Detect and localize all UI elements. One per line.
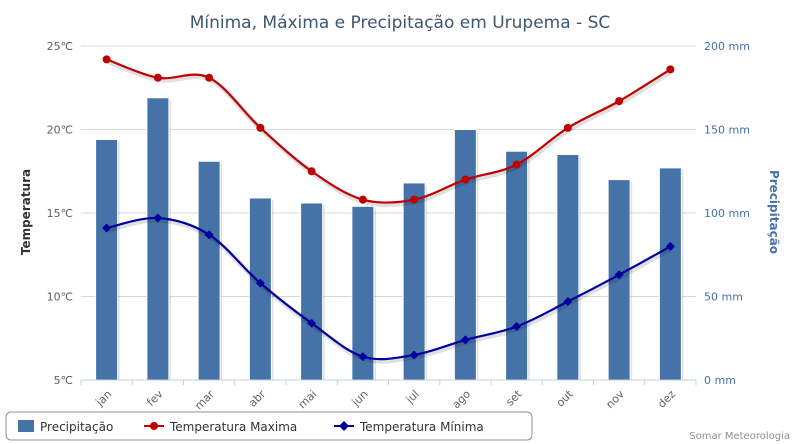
max-temp-point	[615, 97, 624, 106]
y-left-tick-label: 10℃	[47, 291, 73, 304]
y-left-axis-title: Temperatura	[19, 169, 33, 255]
x-tick-label: jun	[349, 388, 371, 410]
legend-item-max-temp[interactable]: Temperatura Maxima	[144, 420, 297, 434]
legend-box	[5, 411, 533, 441]
max-temp-point	[205, 73, 214, 82]
max-temp-point	[256, 123, 265, 132]
min-temp-point	[255, 278, 265, 288]
y-left-tick-label: 20℃	[47, 124, 73, 137]
min-temp-point	[460, 335, 470, 345]
legend-precipitation-label: Precipitação	[40, 420, 113, 434]
y-right-tick-label: 0 mm	[704, 374, 736, 387]
max-temp-point	[512, 160, 521, 169]
y-left-tick-label: 5℃	[54, 374, 73, 387]
y-left-tick-label: 25℃	[47, 40, 73, 53]
min-temp-point	[307, 318, 317, 328]
max-temp-line	[106, 58, 671, 204]
y-right-tick-label: 100 mm	[704, 207, 750, 220]
x-tick-label: abr	[246, 387, 268, 409]
x-tick-label: fev	[144, 387, 166, 409]
legend-min-temp-label: Temperatura Mínima	[359, 420, 484, 434]
x-tick-label: mar	[192, 387, 217, 412]
y-left-tick-label: 15℃	[47, 207, 73, 220]
legend-precipitation-swatch	[18, 420, 34, 432]
x-tick-label: out	[554, 387, 576, 409]
min-temp-point	[665, 241, 675, 251]
x-tick-label: jan	[93, 388, 115, 410]
max-temp-point	[102, 55, 111, 64]
precipitation-bar	[402, 182, 426, 381]
max-temp-point	[358, 195, 367, 204]
precipitation-bar	[95, 139, 119, 381]
max-temp-point	[410, 195, 419, 204]
x-tick-label: ago	[449, 387, 473, 411]
min-temp-point	[512, 322, 522, 332]
legend-max-temp-label: Temperatura Maxima	[169, 420, 297, 434]
x-tick-label: nov	[603, 387, 627, 411]
x-tick-label: jul	[403, 388, 422, 407]
x-tick-label: dez	[655, 387, 678, 410]
precipitation-bar	[300, 202, 324, 381]
chart-title: Mínima, Máxima e Precipitação em Urupema…	[190, 13, 611, 33]
legend-max-temp-marker	[150, 422, 158, 430]
x-tick-label: mai	[296, 388, 320, 412]
precipitation-bar	[556, 154, 580, 381]
y-right-axis-title: Precipitação	[767, 170, 781, 254]
precipitation-bar	[146, 97, 170, 381]
legend-min-temp-marker	[339, 421, 349, 431]
min-temp-point	[204, 230, 214, 240]
min-temp-point	[563, 297, 573, 307]
min-temp-point	[409, 350, 419, 360]
credits[interactable]: Somar Meteorologia	[689, 431, 790, 442]
precipitation-bars	[95, 97, 684, 381]
precipitation-bar	[505, 150, 529, 381]
legend-item-precipitation[interactable]: Precipitação	[18, 420, 113, 434]
y-right-tick-label: 200 mm	[704, 40, 750, 53]
min-temp-point	[102, 223, 112, 233]
max-temp-point	[153, 73, 162, 82]
legend-item-min-temp[interactable]: Temperatura Mínima	[334, 420, 484, 434]
max-temp-point	[666, 65, 675, 74]
min-temp-point	[358, 352, 368, 362]
x-tick-label: set	[503, 387, 525, 409]
max-temp-point	[563, 123, 572, 132]
min-temp-line-shadow	[107, 217, 673, 364]
max-temp-point	[461, 175, 470, 184]
legend[interactable]: Precipitação Temperatura Maxima Temperat…	[5, 411, 533, 441]
temperature-lines	[102, 55, 675, 364]
precipitation-bar	[658, 167, 682, 381]
y-right-tick-label: 50 mm	[704, 291, 743, 304]
max-temp-line-shadow	[106, 59, 673, 208]
y-right-tick-label: 150 mm	[704, 124, 750, 137]
min-temp-point	[153, 213, 163, 223]
grid-lines	[81, 45, 696, 381]
min-temp-line	[106, 216, 671, 361]
precipitation-bar	[197, 160, 221, 381]
max-temp-point	[307, 167, 316, 176]
min-temp-point	[614, 270, 624, 280]
